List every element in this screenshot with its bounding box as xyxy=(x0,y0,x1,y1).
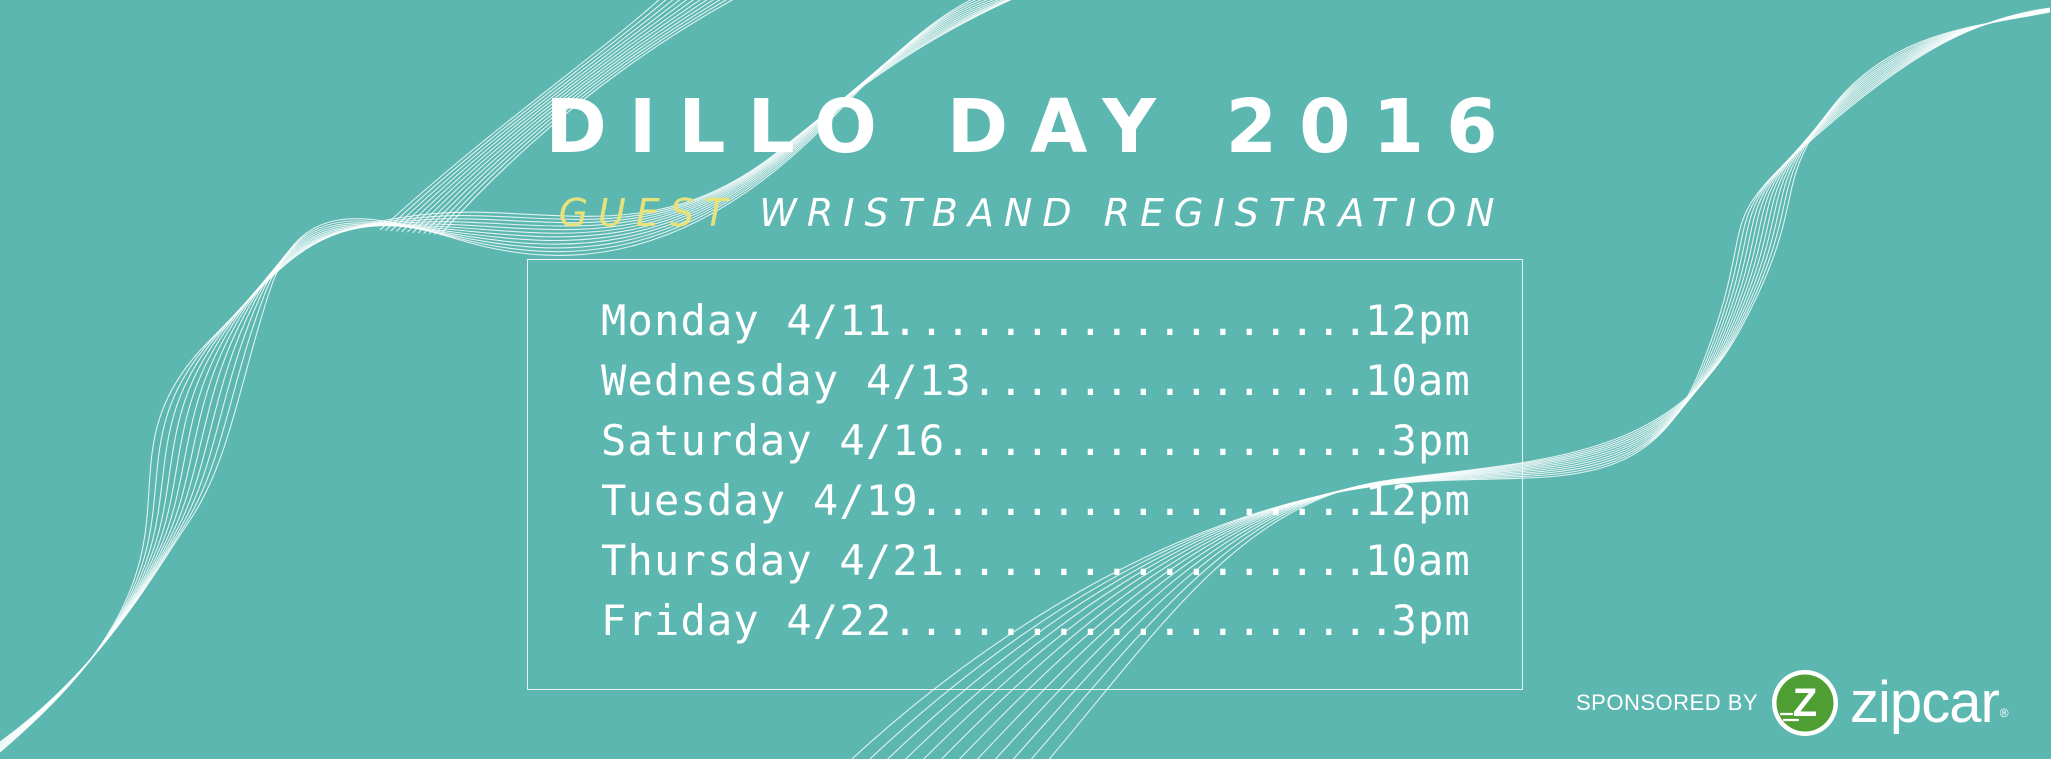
top-wave-line xyxy=(417,0,708,234)
schedule-day: Monday 4/11 xyxy=(601,296,893,345)
subtitle-highlight: GUEST xyxy=(558,191,738,235)
schedule-time: 10am xyxy=(1365,536,1471,585)
schedule-time: 3pm xyxy=(1391,596,1471,645)
schedule-day: Thursday 4/21 xyxy=(601,536,946,585)
top-wave-line xyxy=(385,0,667,231)
top-wave-line xyxy=(390,0,674,232)
zipcar-logo-mark: Z xyxy=(1793,681,1817,725)
dot-leader xyxy=(892,291,1365,351)
event-title: DILLO DAY 2016 xyxy=(545,84,1520,170)
zipcar-z-logo-icon: Z xyxy=(1772,670,1839,736)
top-wave-line xyxy=(379,0,660,231)
top-wave-line xyxy=(439,0,734,236)
schedule-row: Saturday 4/16 3pm xyxy=(601,411,1471,471)
schedule-row: Tuesday 4/19 12pm xyxy=(601,471,1471,531)
schedule-time: 3pm xyxy=(1391,416,1471,465)
zipcar-wordmark: zipcar xyxy=(1850,670,2000,735)
sponsor-label: SPONSORED BY xyxy=(1576,690,1759,715)
registration-subtitle: GUEST WRISTBAND REGISTRATION xyxy=(0,188,2051,238)
schedule-row: Friday 4/22 3pm xyxy=(601,591,1471,651)
left-wave-line xyxy=(0,0,995,747)
schedule-time: 12pm xyxy=(1365,476,1471,525)
top-wave-line xyxy=(412,0,701,234)
dot-leader xyxy=(945,411,1391,471)
top-wave-line xyxy=(395,0,681,232)
schedule-row: Wednesday 4/13 10am xyxy=(601,351,1471,411)
top-wave-line xyxy=(423,0,715,235)
schedule-day: Tuesday 4/19 xyxy=(601,476,919,525)
schedule-time: 12pm xyxy=(1365,296,1471,345)
schedule-day: Friday 4/22 xyxy=(601,596,893,645)
schedule-row: Thursday 4/21 10am xyxy=(601,531,1471,591)
registered-mark: ® xyxy=(1999,706,2009,720)
dot-leader xyxy=(892,591,1391,651)
dot-leader xyxy=(919,471,1365,531)
dot-leader xyxy=(945,531,1365,591)
schedule-day: Wednesday 4/13 xyxy=(601,356,972,405)
schedule-time: 10am xyxy=(1365,356,1471,405)
top-wave-line xyxy=(401,0,688,233)
dot-leader xyxy=(972,351,1365,411)
registration-schedule: Monday 4/11 12pm Wednesday 4/13 10am Sat… xyxy=(601,291,1471,651)
sponsor-block: SPONSORED BY Z zipcar ® xyxy=(1576,668,2009,738)
top-wave-line xyxy=(434,0,728,235)
top-wave-line xyxy=(428,0,721,235)
top-wave-line xyxy=(406,0,695,233)
schedule-row: Monday 4/11 12pm xyxy=(601,291,1471,351)
subtitle-rest: WRISTBAND REGISTRATION xyxy=(759,191,1505,235)
schedule-day: Saturday 4/16 xyxy=(601,416,946,465)
schedule-frame xyxy=(527,259,1523,690)
left-wave-line xyxy=(0,0,972,743)
